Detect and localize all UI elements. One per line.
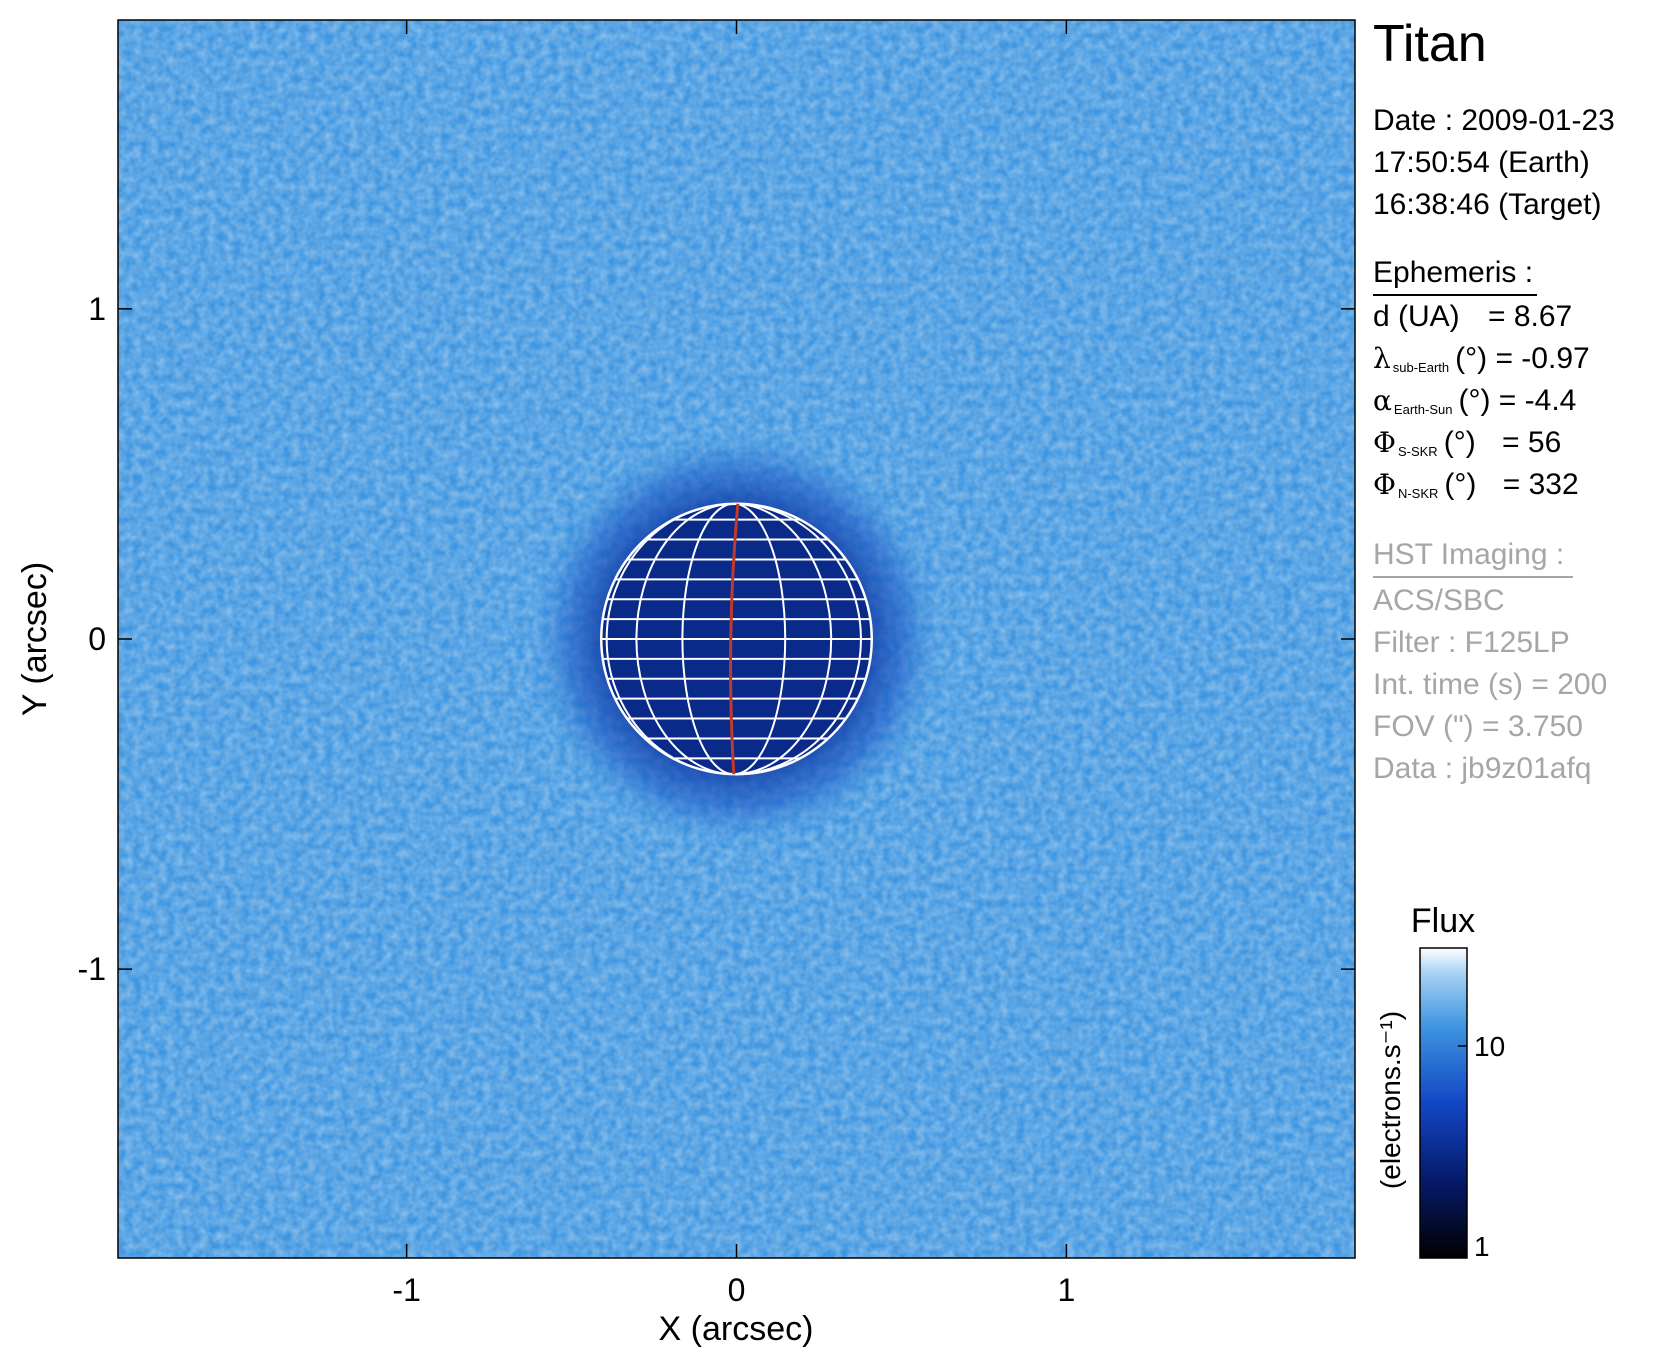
target-name: Titan <box>1373 15 1487 73</box>
alpha-value: = -4.4 <box>1498 384 1577 417</box>
phi-s-sub: S-SKR <box>1397 444 1438 459</box>
ephem-phi-s: Φ S-SKR (°) = 56 <box>1373 426 1561 460</box>
longitude-line <box>635 503 833 775</box>
y-tick-label: 1 <box>88 291 106 327</box>
ephemeris-heading: Ephemeris : <box>1373 256 1534 289</box>
longitude-line <box>681 503 787 775</box>
lambda-symbol: λ <box>1373 342 1391 375</box>
phi-n-value: = 332 <box>1502 468 1579 501</box>
y-axis: 1 0 -1 <box>78 291 1355 987</box>
x-axis: -1 0 1 <box>392 20 1075 1308</box>
hst-data-id: Data : jb9z01afq <box>1373 752 1592 785</box>
phi-n-sub: N-SKR <box>1397 486 1439 501</box>
lambda-unit: (°) <box>1455 342 1488 375</box>
central-meridian <box>729 503 740 775</box>
ephem-distance: d (UA) = 8.67 <box>1373 300 1572 334</box>
phi-s-unit: (°) <box>1443 426 1476 459</box>
x-axis-label: X (arcsec) <box>659 1310 814 1348</box>
x-tick-label: 0 <box>728 1272 746 1308</box>
x-tick-label: -1 <box>392 1272 420 1308</box>
lambda-sub: sub-Earth <box>1392 360 1450 375</box>
target-time: 16:38:46 (Target) <box>1373 188 1602 221</box>
ephem-phi-n: Φ N-SKR (°) = 332 <box>1373 468 1579 502</box>
colorbar: Flux 10 1 (electrons.s⁻¹) <box>1375 902 1505 1262</box>
longitude-line <box>605 503 862 775</box>
y-tick-label: 0 <box>88 621 106 657</box>
colorbar-scale <box>1419 947 1468 1259</box>
hst-heading: HST Imaging : <box>1373 538 1565 571</box>
flux-image <box>118 20 1355 1258</box>
hst-instrument: ACS/SBC <box>1373 584 1505 617</box>
alpha-unit: (°) <box>1458 384 1491 417</box>
alpha-symbol: α <box>1373 384 1392 417</box>
hst-int-time: Int. time (s) = 200 <box>1373 668 1608 701</box>
phi-s-value: = 56 <box>1502 426 1562 459</box>
phi-n-unit: (°) <box>1444 468 1477 501</box>
date-line: Date : 2009-01-23 <box>1373 104 1615 137</box>
y-tick-label: -1 <box>78 951 106 987</box>
hst-underline <box>1373 576 1573 578</box>
ephem-distance-label: d (UA) <box>1373 300 1460 333</box>
y-axis-label: Y (arcsec) <box>16 562 54 716</box>
hst-filter: Filter : F125LP <box>1373 626 1570 659</box>
colorbar-tick-label-1: 1 <box>1474 1231 1490 1262</box>
lambda-value: = -0.97 <box>1495 342 1590 375</box>
phi-n-symbol: Φ <box>1373 468 1396 501</box>
colorbar-label: (electrons.s⁻¹) <box>1375 1011 1406 1189</box>
colorbar-title: Flux <box>1411 902 1475 940</box>
ephemeris-underline <box>1373 294 1537 296</box>
x-tick-label: 1 <box>1057 1272 1075 1308</box>
ephem-alpha: α Earth-Sun (°) = -4.4 <box>1373 384 1576 418</box>
phi-s-symbol: Φ <box>1373 426 1396 459</box>
colorbar-tick-label-10: 10 <box>1474 1031 1505 1062</box>
ephem-lambda: λ sub-Earth (°) = -0.97 <box>1373 342 1590 376</box>
alpha-sub: Earth-Sun <box>1393 402 1453 417</box>
ephem-distance-value: = 8.67 <box>1488 300 1573 333</box>
hst-fov: FOV (") = 3.750 <box>1373 710 1583 743</box>
earth-time: 17:50:54 (Earth) <box>1373 146 1590 179</box>
